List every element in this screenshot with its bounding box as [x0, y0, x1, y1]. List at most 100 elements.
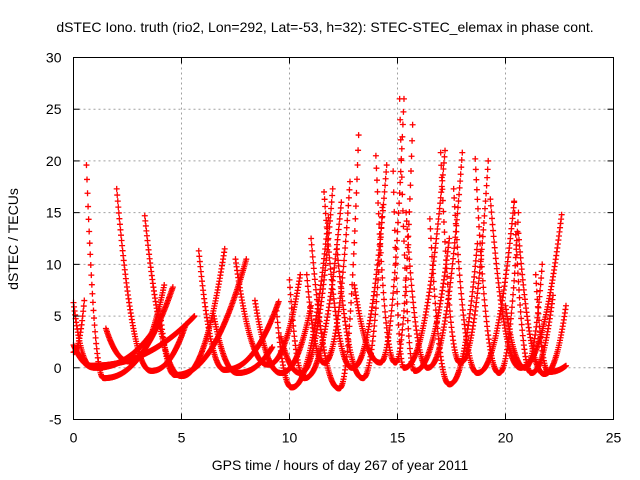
data-point — [410, 299, 417, 306]
data-point — [392, 244, 399, 251]
data-point — [286, 276, 293, 283]
data-point — [338, 199, 345, 206]
data-point — [446, 235, 453, 242]
data-point — [426, 215, 433, 222]
data-point — [451, 203, 458, 210]
data-point — [274, 319, 281, 326]
data-point — [458, 296, 465, 303]
data-point — [459, 307, 466, 314]
data-point — [519, 276, 526, 283]
data-point — [352, 203, 359, 210]
data-point — [397, 136, 404, 143]
data-point — [492, 255, 499, 262]
data-point — [399, 191, 406, 198]
data-point — [374, 284, 381, 291]
data-point — [562, 302, 569, 309]
data-point — [325, 243, 332, 250]
data-point — [311, 270, 318, 277]
plot-frame — [73, 57, 614, 420]
data-point — [474, 196, 481, 203]
data-point — [406, 256, 413, 263]
data-point — [389, 296, 396, 303]
data-point — [473, 176, 480, 183]
data-point — [391, 227, 398, 234]
data-point — [406, 263, 413, 270]
data-point — [321, 196, 328, 203]
data-point — [479, 233, 486, 240]
data-point — [450, 185, 457, 192]
data-point — [493, 260, 500, 267]
data-point — [350, 261, 357, 268]
data-point — [335, 257, 342, 264]
data-point — [397, 116, 404, 123]
data-point — [351, 227, 358, 234]
data-point — [405, 333, 412, 340]
data-point — [336, 221, 343, 228]
data-point — [92, 328, 99, 335]
data-point — [439, 186, 446, 193]
data-point — [379, 282, 386, 289]
data-point — [440, 208, 447, 215]
data-point — [196, 253, 203, 260]
data-point — [484, 174, 491, 181]
data-point — [438, 162, 445, 169]
data-point — [515, 278, 522, 285]
data-point — [346, 315, 353, 322]
data-point — [535, 304, 542, 311]
data-point — [377, 234, 384, 241]
data-point — [287, 291, 294, 298]
data-point — [378, 214, 385, 221]
data-point — [325, 249, 332, 256]
data-point — [334, 251, 341, 258]
data-point — [458, 290, 465, 297]
data-point — [458, 156, 465, 163]
data-point — [490, 233, 497, 240]
data-point — [323, 224, 330, 231]
data-point — [406, 208, 413, 215]
data-point — [443, 265, 450, 272]
data-point — [380, 201, 387, 208]
data-point — [478, 263, 485, 270]
data-point — [435, 330, 441, 337]
data-point — [393, 275, 400, 282]
x-tick-label: 25 — [606, 430, 622, 446]
data-point — [375, 269, 382, 276]
data-point — [371, 317, 378, 324]
data-point — [195, 247, 202, 254]
data-point — [513, 241, 520, 248]
data-point — [518, 321, 525, 328]
data-point — [562, 362, 569, 369]
data-point — [454, 251, 461, 258]
data-point — [481, 205, 488, 212]
data-point — [93, 340, 100, 347]
data-point — [374, 188, 381, 195]
data-point — [487, 202, 494, 209]
data-point — [534, 309, 541, 316]
data-point — [483, 182, 490, 189]
data-point — [454, 244, 461, 251]
data-point — [457, 171, 464, 178]
data-point — [243, 256, 250, 263]
data-point — [512, 220, 519, 227]
data-point — [308, 302, 315, 309]
data-point — [304, 283, 311, 290]
data-point — [485, 157, 492, 164]
data-point — [381, 188, 388, 195]
data-point — [380, 289, 387, 296]
data-point — [309, 253, 316, 260]
data-point — [322, 203, 329, 210]
data-point — [304, 277, 311, 284]
x-tick-label: 10 — [282, 430, 298, 446]
x-axis-title: GPS time / hours of day 267 of year 2011 — [212, 457, 469, 473]
data-point — [80, 308, 87, 315]
data-point — [517, 301, 524, 308]
data-point — [377, 240, 384, 247]
data-point — [344, 210, 351, 217]
data-point — [119, 242, 126, 249]
data-point — [275, 298, 282, 305]
data-point — [473, 186, 480, 193]
data-point — [405, 325, 412, 332]
data-point — [115, 209, 122, 216]
data-point — [391, 269, 398, 276]
data-point — [89, 299, 96, 306]
